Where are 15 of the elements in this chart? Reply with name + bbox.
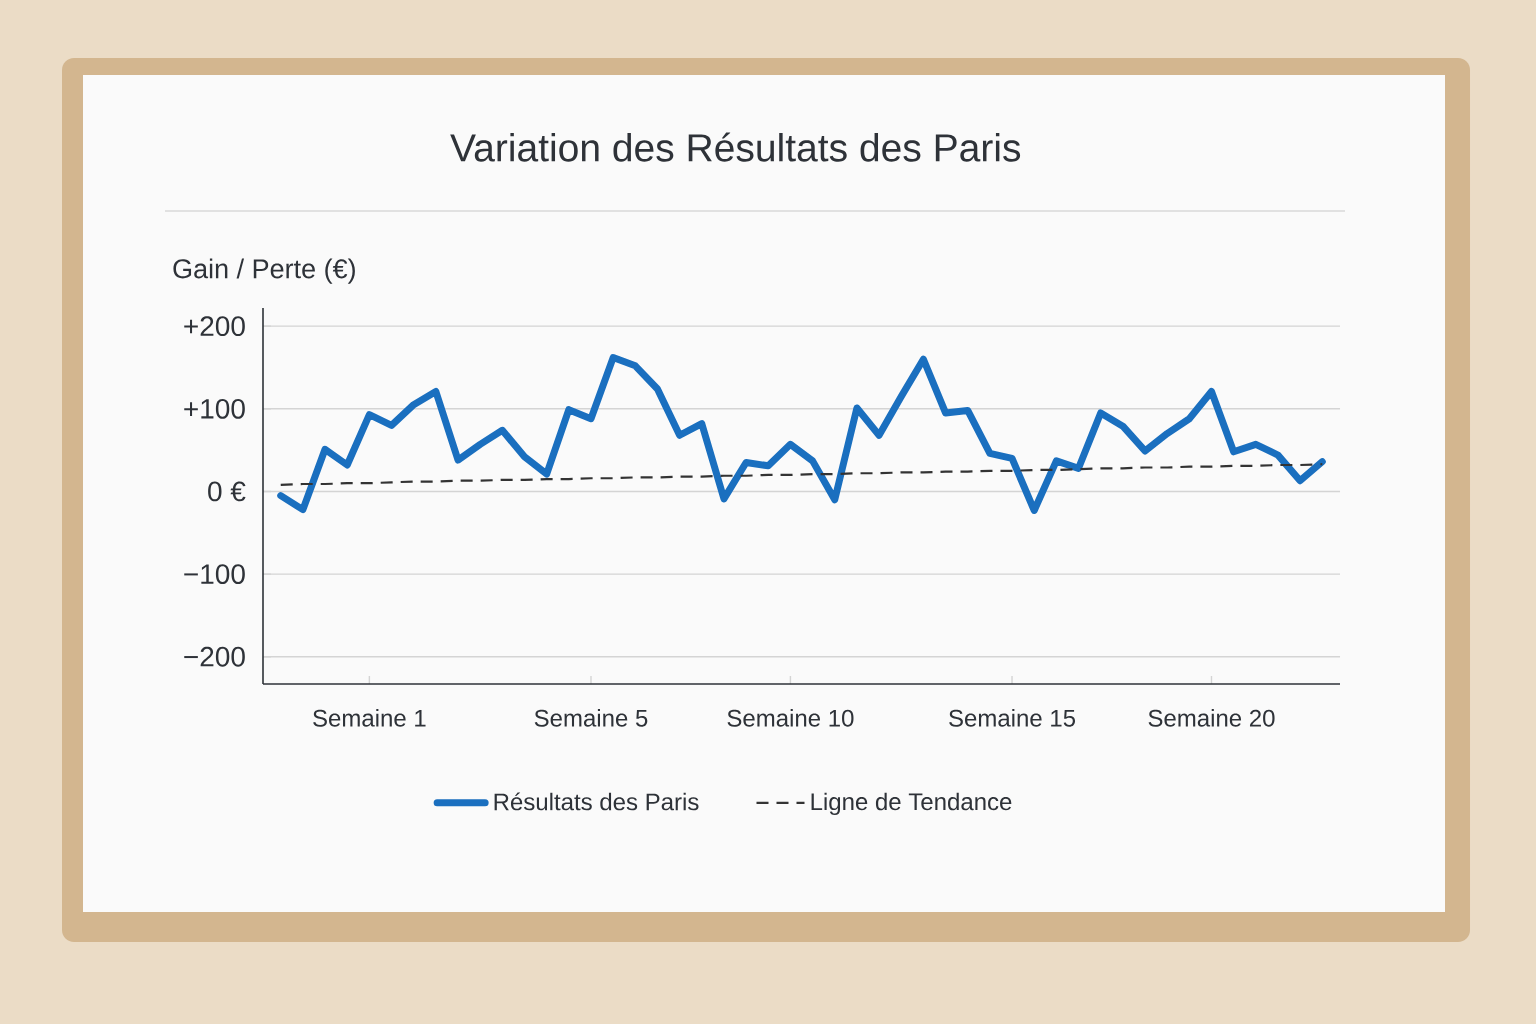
x-tick-label: Semaine 5 (534, 709, 648, 727)
y-tick-label: +100 (184, 398, 245, 419)
chart-title: Variation des Résultats des Paris (450, 132, 1021, 162)
y-tick-label: −100 (184, 564, 245, 585)
legend-label: Résultats des Paris (494, 792, 699, 811)
y-axis-title: Gain / Perte (€) (173, 258, 355, 284)
line-series (279, 463, 1324, 486)
legend-label: Ligne de Tendance (811, 792, 1012, 815)
x-tick-label: Semaine 1 (313, 709, 426, 727)
x-tick-label: Semaine 10 (727, 709, 854, 727)
y-tick-label: +200 (184, 316, 245, 337)
x-tick-label: Semaine 15 (949, 709, 1076, 727)
y-tick-label: −200 (184, 646, 245, 667)
x-tick-label: Semaine 20 (1148, 709, 1275, 727)
y-tick-label: 0 € (208, 481, 246, 502)
